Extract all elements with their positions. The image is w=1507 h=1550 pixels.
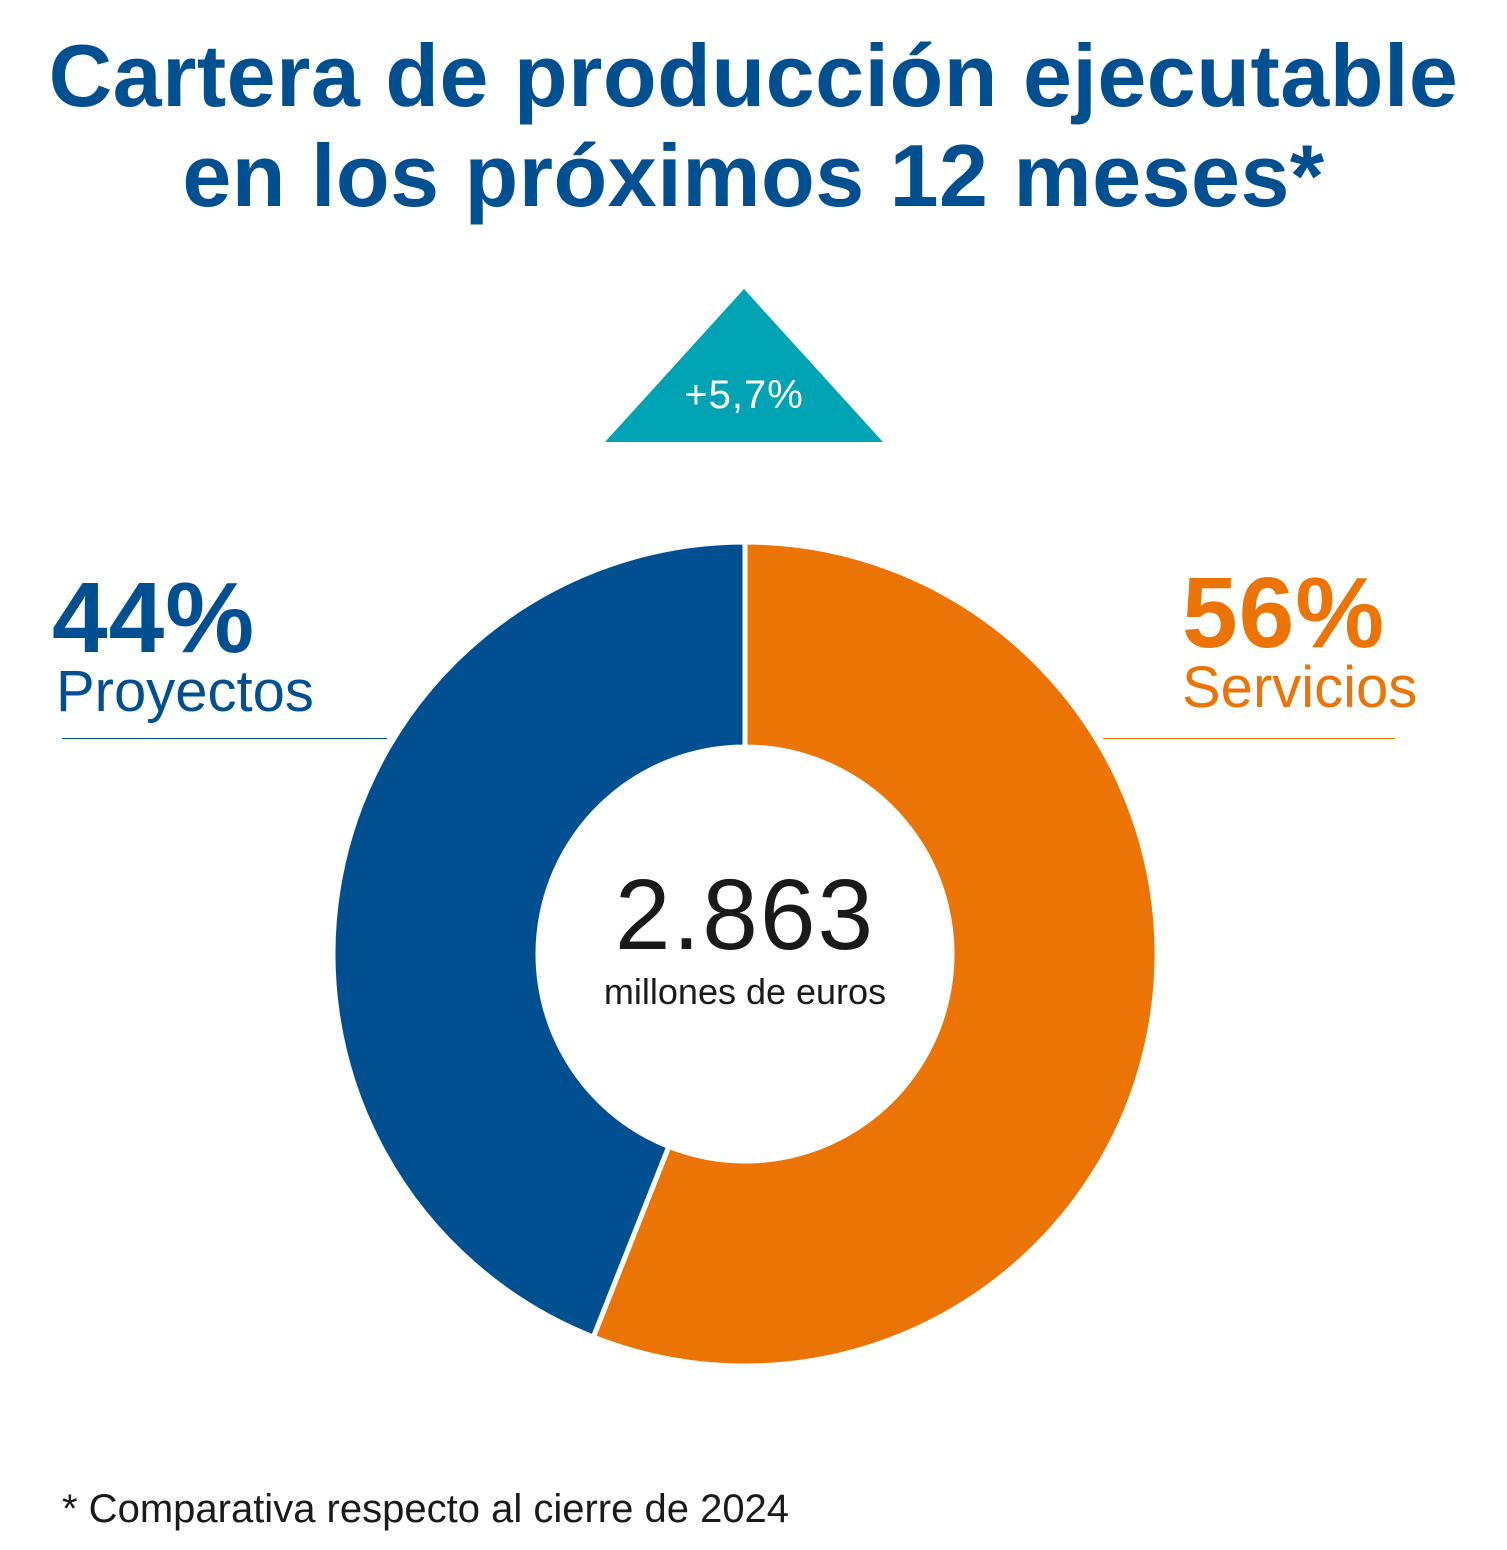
slice-category-label-proyectos: Proyectos	[56, 659, 314, 724]
label-rule-proyectos	[62, 738, 387, 739]
footnote: * Comparativa respecto al cierre de 2024	[62, 1487, 790, 1531]
chart-title-line-2: en los próximos 12 meses*	[182, 126, 1325, 225]
total-value: 2.863	[614, 859, 876, 971]
slice-category-label-servicios: Servicios	[1182, 655, 1418, 720]
label-rule-servicios	[1103, 738, 1395, 739]
slice-value-label-proyectos: 44%	[52, 562, 256, 674]
total-unit: millones de euros	[603, 971, 887, 1012]
up-triangle-icon	[605, 289, 883, 442]
chart-title: Cartera de producción ejecutable en los …	[0, 26, 1507, 226]
change-badge-value: +5,7%	[684, 373, 804, 417]
change-badge: +5,7%	[605, 289, 883, 442]
chart-title-line-1: Cartera de producción ejecutable	[48, 26, 1459, 125]
slice-value-label-servicios: 56%	[1182, 557, 1386, 669]
